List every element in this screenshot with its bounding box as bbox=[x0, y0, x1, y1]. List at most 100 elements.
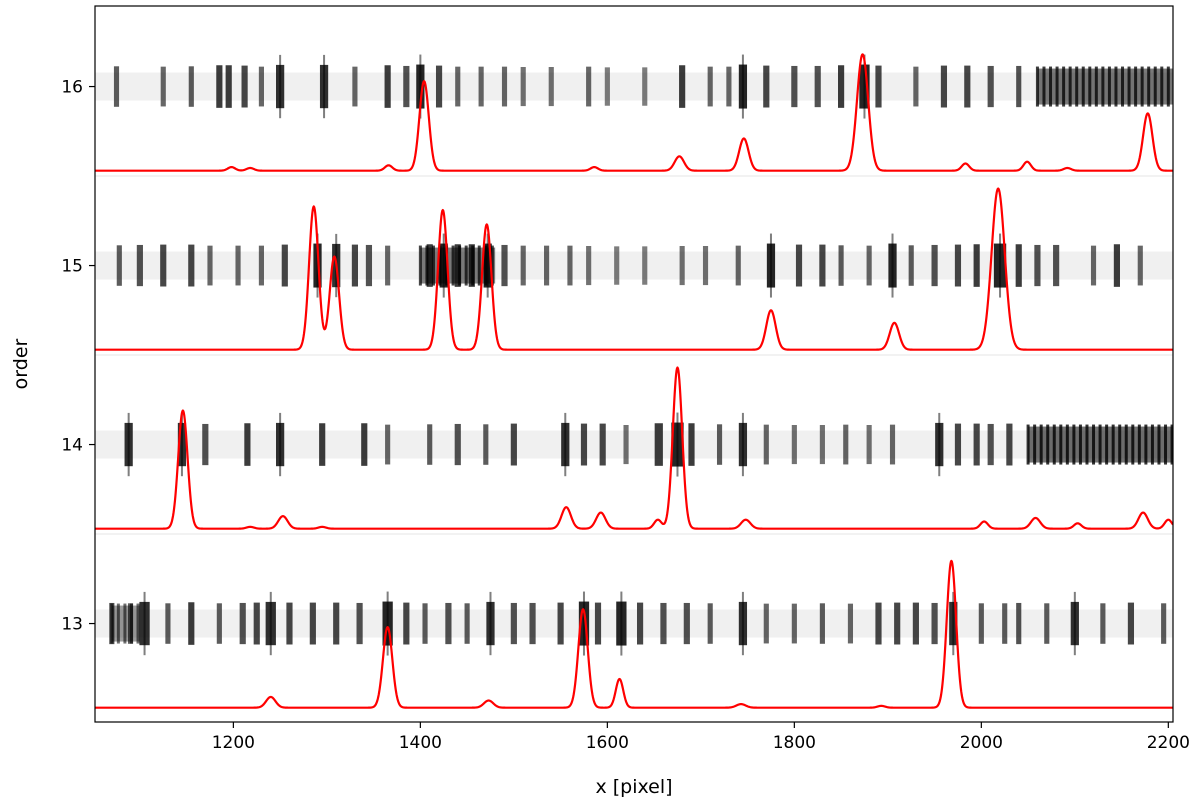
band-line-tail bbox=[676, 412, 679, 477]
band-line bbox=[501, 66, 508, 107]
band-line bbox=[1170, 424, 1173, 465]
band-line bbox=[1150, 424, 1154, 465]
band-line bbox=[455, 66, 461, 107]
band-line bbox=[529, 602, 536, 645]
band-line bbox=[385, 245, 391, 286]
band-line bbox=[763, 65, 770, 108]
band-line bbox=[403, 602, 410, 645]
cross-correlation-lines bbox=[95, 53, 1173, 709]
band-line bbox=[1090, 245, 1097, 286]
band-line bbox=[384, 65, 391, 108]
x-tick-label: 2200 bbox=[1147, 733, 1190, 753]
band-line bbox=[468, 244, 475, 287]
band-line bbox=[109, 602, 115, 645]
band-line bbox=[1034, 244, 1041, 287]
band-line bbox=[1101, 66, 1105, 107]
band-line bbox=[1098, 424, 1102, 465]
band-line bbox=[580, 423, 588, 466]
band-line bbox=[1114, 66, 1118, 107]
band-line bbox=[241, 65, 248, 108]
band-line-tail bbox=[1073, 591, 1076, 656]
band-line bbox=[707, 603, 713, 644]
band-line bbox=[281, 244, 288, 287]
band-line bbox=[544, 245, 550, 286]
band-line bbox=[1015, 244, 1022, 287]
band-line bbox=[1053, 244, 1060, 287]
profile-line-order-15 bbox=[95, 187, 1173, 351]
band-line bbox=[160, 66, 166, 107]
band-line bbox=[1137, 245, 1143, 286]
band-line bbox=[451, 245, 455, 286]
band-line bbox=[403, 65, 410, 108]
y-axis-label: order bbox=[10, 338, 32, 389]
band-line bbox=[791, 603, 797, 644]
band-line bbox=[188, 602, 195, 645]
band-line bbox=[604, 67, 610, 106]
band-line bbox=[1039, 424, 1043, 465]
band-line bbox=[478, 66, 484, 107]
band-line bbox=[843, 424, 849, 465]
band-line-tail bbox=[741, 591, 744, 656]
band-line-tail bbox=[863, 54, 866, 119]
band-line bbox=[1068, 66, 1072, 107]
band-line bbox=[464, 603, 470, 644]
band-line bbox=[136, 603, 140, 644]
band-line bbox=[586, 66, 592, 107]
band-line bbox=[931, 602, 938, 645]
band-line bbox=[431, 245, 435, 286]
band-line bbox=[586, 246, 592, 286]
band-line-tail bbox=[489, 591, 492, 656]
band-line-tail bbox=[442, 233, 445, 298]
band-line bbox=[385, 424, 391, 465]
band-line bbox=[875, 602, 882, 645]
band-line bbox=[127, 603, 134, 644]
band-line bbox=[912, 602, 919, 645]
axis-ticks: 1200 1400 1600 1800 2000 2200 13 14 15 16 bbox=[61, 78, 1190, 753]
band-line bbox=[1137, 424, 1141, 465]
band-line bbox=[253, 602, 260, 645]
band-order-13 bbox=[95, 591, 1173, 656]
band-line-tail bbox=[419, 54, 422, 119]
band-line bbox=[954, 244, 962, 287]
y-tick-label: 13 bbox=[61, 615, 83, 635]
band-line bbox=[333, 602, 340, 645]
band-line bbox=[1157, 424, 1161, 465]
band-line bbox=[427, 424, 433, 465]
band-line bbox=[819, 244, 826, 287]
band-line bbox=[1088, 66, 1092, 107]
band-line bbox=[361, 423, 368, 466]
band-line bbox=[1042, 66, 1046, 107]
band-line bbox=[116, 603, 120, 644]
band-line bbox=[654, 423, 663, 466]
band-line-tail bbox=[279, 54, 282, 119]
y-tick-label: 15 bbox=[61, 257, 83, 277]
band-line bbox=[716, 424, 723, 465]
band-line bbox=[136, 244, 143, 287]
band-line bbox=[814, 65, 821, 108]
band-line bbox=[894, 602, 901, 645]
band-line bbox=[520, 67, 526, 107]
band-line bbox=[1016, 65, 1022, 108]
band-line bbox=[1033, 424, 1037, 465]
band-line bbox=[847, 603, 854, 644]
band-line bbox=[1166, 66, 1170, 107]
band-line bbox=[1016, 602, 1022, 645]
band-line bbox=[426, 244, 433, 287]
band-line bbox=[188, 244, 195, 287]
band-line bbox=[931, 244, 938, 287]
band-line bbox=[258, 245, 264, 286]
band-line bbox=[791, 425, 797, 465]
band-line bbox=[987, 65, 994, 108]
band-line-tail bbox=[279, 412, 282, 477]
band-line bbox=[225, 65, 232, 108]
x-tick-label: 1600 bbox=[586, 733, 629, 753]
profile-line-order-13 bbox=[95, 559, 1173, 709]
band-line bbox=[599, 423, 606, 466]
band-line bbox=[791, 65, 798, 108]
band-line bbox=[1127, 66, 1131, 107]
x-tick-label: 1800 bbox=[773, 733, 816, 753]
band-line-tail bbox=[486, 233, 489, 298]
band-line bbox=[445, 602, 452, 645]
band-line bbox=[683, 602, 690, 645]
band-line bbox=[1105, 424, 1109, 465]
